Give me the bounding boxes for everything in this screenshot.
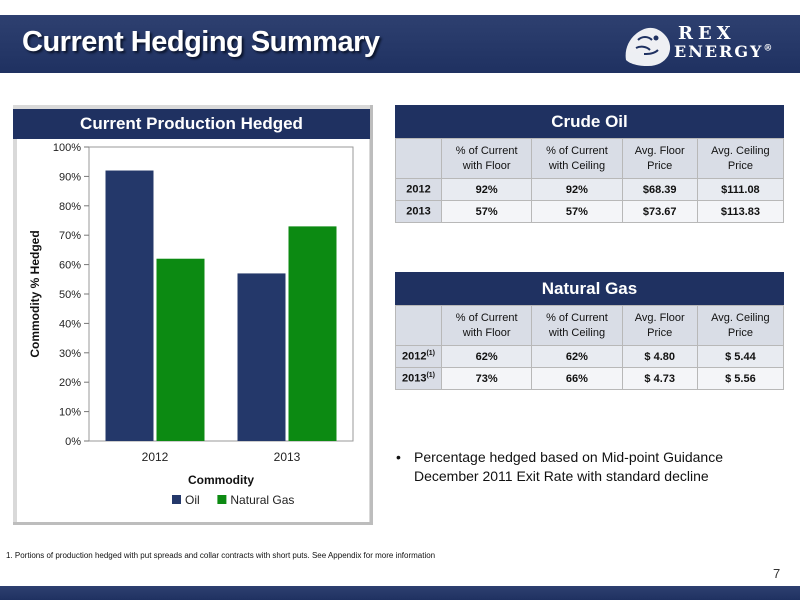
header-cell: % of Current with Floor: [440, 138, 533, 179]
table-cell: 66%: [531, 367, 623, 390]
header-cell: [395, 305, 442, 346]
row-year: 2012(1): [395, 345, 442, 368]
bar-oil-2012: [105, 170, 154, 441]
legend-label: Natural Gas: [230, 493, 294, 507]
header-cell: [395, 138, 442, 179]
y-tick-label: 0%: [65, 436, 81, 448]
table-cell: $68.39: [621, 178, 698, 201]
header-cell: % of Current with Floor: [440, 305, 533, 346]
table-cell: 62%: [531, 345, 623, 368]
row-year: 2012: [395, 178, 442, 201]
y-tick-label: 70%: [59, 230, 81, 242]
table-cell: $ 5.44: [696, 345, 785, 368]
row-year: 2013(1): [395, 367, 442, 390]
footnote: 1. Portions of production hedged with pu…: [6, 551, 436, 560]
crude-oil-grid: % of Current with Floor % of Current wit…: [395, 138, 785, 223]
page-number: 7: [773, 566, 781, 581]
y-axis-title: Commodity % Hedged: [28, 230, 42, 357]
footer-bar: [0, 586, 800, 600]
table-cell: $73.67: [621, 200, 698, 223]
header-cell: Avg. Ceiling Price: [696, 305, 785, 346]
rex-energy-logo: REX ENERGY®: [618, 18, 788, 70]
bar-natural-gas-2013: [288, 226, 337, 441]
table-cell: $111.08: [696, 178, 785, 201]
y-tick-label: 30%: [59, 348, 81, 360]
table-header-row: % of Current with Floor % of Current wit…: [395, 138, 785, 179]
table-row: 2013(1) 73% 66% $ 4.73 $ 5.56: [395, 367, 785, 390]
legend-label: Oil: [185, 493, 200, 507]
lion-emblem-icon: [625, 27, 671, 66]
bar-natural-gas-2012: [156, 258, 205, 441]
x-tick-label: 2012: [142, 450, 169, 464]
header-cell: Avg. Floor Price: [621, 138, 698, 179]
table-cell: 73%: [440, 367, 533, 390]
bar-oil-2013: [237, 273, 286, 441]
table-row: 2012 92% 92% $68.39 $111.08: [395, 178, 785, 201]
table-cell: $ 4.73: [621, 367, 698, 390]
y-tick-label: 90%: [59, 171, 81, 183]
header-cell: Avg. Floor Price: [621, 305, 698, 346]
y-tick-label: 50%: [59, 289, 81, 301]
legend-swatch: [172, 495, 181, 504]
y-tick-label: 10%: [59, 407, 81, 419]
slide-title: Current Hedging Summary: [22, 26, 380, 58]
logo-text-energy: ENERGY®: [674, 42, 775, 61]
legend-swatch: [217, 495, 227, 504]
table-cell: $ 5.56: [696, 367, 785, 390]
crude-oil-title: Crude Oil: [395, 105, 784, 138]
crude-oil-table: Crude Oil % of Current with Floor % of C…: [395, 105, 785, 223]
natural-gas-title: Natural Gas: [395, 272, 784, 305]
y-tick-label: 20%: [59, 377, 81, 389]
y-tick-label: 40%: [59, 318, 81, 330]
bullet-icon: •: [396, 449, 401, 465]
logo-text-rex: REX: [678, 23, 736, 44]
hedged-bar-chart: 0% 10% 20% 30% 40% 50% 60% 70% 80% 90% 100% 2012 201…: [28, 142, 354, 507]
y-tick-label: 80%: [59, 201, 81, 213]
bullet-text: Percentage hedged based on Mid-point Gui…: [414, 449, 723, 484]
x-axis-title: Commodity: [188, 473, 254, 487]
y-tick-label: 100%: [53, 142, 81, 154]
header-cell: % of Current with Ceiling: [531, 305, 623, 346]
table-cell: $113.83: [696, 200, 785, 223]
table-cell: 57%: [440, 200, 533, 223]
table-cell: 57%: [531, 200, 623, 223]
chart-panel: Current Production Hedged 0% 10% 20% 30% 40%…: [13, 105, 373, 525]
y-tick-label: 60%: [59, 260, 81, 272]
table-row: 2012(1) 62% 62% $ 4.80 $ 5.44: [395, 345, 785, 368]
chart-area: 0% 10% 20% 30% 40% 50% 60% 70% 80% 90% 100% 2012 201…: [17, 139, 369, 522]
header-cell: % of Current with Ceiling: [531, 138, 623, 179]
header-cell: Avg. Ceiling Price: [696, 138, 785, 179]
table-header-row: % of Current with Floor % of Current wit…: [395, 305, 785, 346]
natural-gas-table: Natural Gas % of Current with Floor % of…: [395, 272, 785, 390]
natural-gas-grid: % of Current with Floor % of Current wit…: [395, 305, 785, 390]
table-cell: 62%: [440, 345, 533, 368]
table-cell: 92%: [531, 178, 623, 201]
chart-title: Current Production Hedged: [13, 109, 370, 139]
registered-mark: ®: [763, 43, 775, 54]
table-cell: $ 4.80: [621, 345, 698, 368]
table-row: 2013 57% 57% $73.67 $113.83: [395, 200, 785, 223]
row-year: 2013: [395, 200, 442, 223]
x-tick-label: 2013: [274, 450, 301, 464]
table-cell: 92%: [440, 178, 533, 201]
